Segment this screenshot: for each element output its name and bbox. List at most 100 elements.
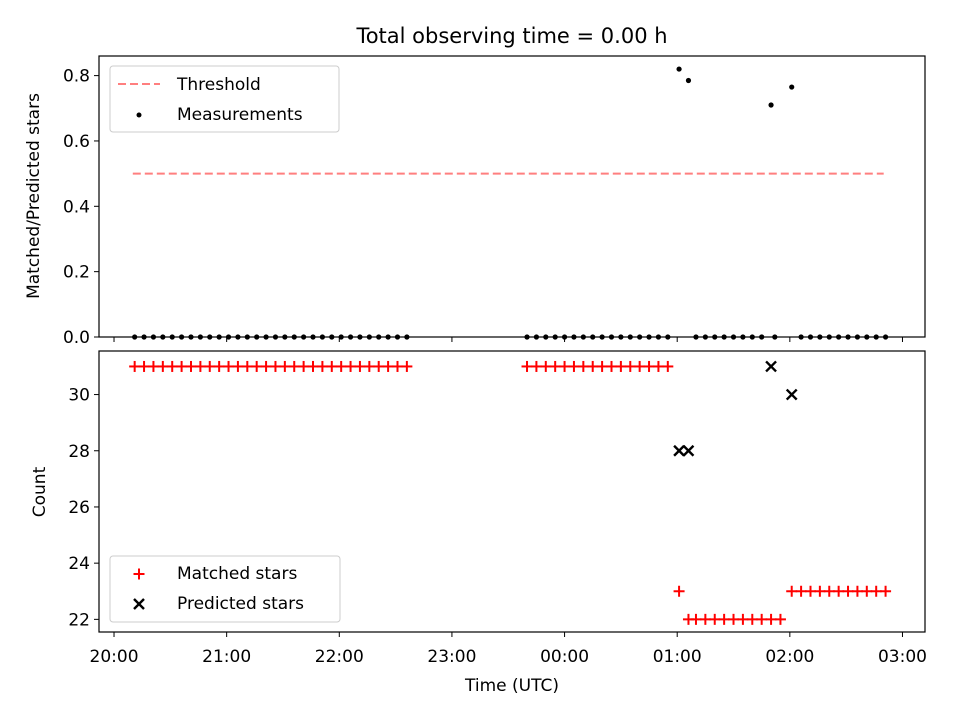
matched-star-point: [624, 360, 636, 372]
matched-star-point: [251, 360, 263, 372]
matched-star-point: [652, 360, 664, 372]
matched-star-point: [288, 360, 300, 372]
matched-star-point: [662, 360, 674, 372]
matched-star-point: [718, 613, 730, 625]
matched-star-point: [709, 613, 721, 625]
matched-star-point: [213, 360, 225, 372]
x-tick-label: 21:00: [202, 647, 251, 667]
x-tick-label: 22:00: [315, 647, 364, 667]
count-y-tick-label: 30: [68, 386, 90, 406]
matched-star-point: [373, 360, 385, 372]
matched-star-point: [530, 360, 542, 372]
ratio-plot-frame: [98, 55, 926, 338]
matched-star-point: [279, 360, 291, 372]
matched-star-point: [699, 613, 711, 625]
matched-star-point: [269, 360, 281, 372]
matched-star-point: [774, 613, 786, 625]
x-tick-label: 20:00: [90, 647, 139, 667]
ratio-y-axis-label: Matched/Predicted stars: [24, 93, 44, 299]
ratio-y-tick-label: 0.8: [63, 67, 90, 87]
predicted-star-point: [682, 444, 695, 457]
matched-star-point: [851, 585, 863, 597]
matched-star-point: [804, 585, 816, 597]
x-tick-label: 00:00: [540, 647, 589, 667]
legend-measurement-swatch: [136, 112, 142, 118]
count-y-axis-label: Count: [30, 466, 50, 517]
matched-star-point: [605, 360, 617, 372]
matched-star-point: [643, 360, 655, 372]
count-y-tick-label: 22: [68, 610, 90, 630]
legend-predicted-label: Predicted stars: [177, 594, 304, 614]
matched-star-point: [842, 585, 854, 597]
matched-star-point: [204, 360, 216, 372]
matched-star-point: [765, 613, 777, 625]
predicted-star-point: [765, 360, 777, 373]
count-legend-box: [109, 555, 341, 623]
matched-star-point: [870, 585, 882, 597]
measurement-point: [685, 77, 692, 84]
matched-star-point: [596, 360, 608, 372]
legend-matched-swatch: [133, 568, 145, 580]
matched-star-point: [786, 585, 798, 597]
legend-predicted-swatch: [133, 598, 145, 610]
matched-star-point: [232, 360, 244, 372]
matched-star-point: [382, 360, 394, 372]
matched-star-point: [568, 360, 580, 372]
x-tick-label: 01:00: [653, 647, 702, 667]
matched-star-point: [298, 360, 310, 372]
x-tick-label: 23:00: [427, 647, 476, 667]
matched-star-point: [746, 613, 758, 625]
matched-star-point: [138, 360, 150, 372]
matched-star-point: [540, 360, 552, 372]
count-y-tick-label: 28: [68, 442, 90, 462]
matched-star-point: [401, 360, 413, 372]
matched-star-point: [587, 360, 599, 372]
legend-matched-label: Matched stars: [177, 564, 297, 584]
matched-star-point: [223, 360, 235, 372]
matched-star-point: [166, 360, 178, 372]
legend-x-mark: [133, 598, 145, 610]
matched-star-point: [363, 360, 375, 372]
count-legend: Matched stars Predicted stars: [109, 555, 341, 623]
matched-star-point: [634, 360, 646, 372]
ratio-y-tick-label: 0.0: [63, 328, 90, 348]
legend-measurements-label: Measurements: [177, 105, 303, 125]
legend-plus-mark: [133, 568, 145, 580]
matched-star-point: [795, 585, 807, 597]
matched-star-point: [316, 360, 328, 372]
matched-star-point: [185, 360, 197, 372]
matched-star-point: [577, 360, 589, 372]
matched-star-point: [690, 613, 702, 625]
chart-title: Total observing time = 0.00 h: [355, 24, 667, 48]
matched-star-point: [823, 585, 835, 597]
matched-star-point: [814, 585, 826, 597]
x-axis-label: Time (UTC): [464, 676, 559, 696]
matched-star-point: [549, 360, 561, 372]
ratio-legend-box: [109, 65, 340, 133]
matched-star-point: [326, 360, 338, 372]
matched-star-point: [157, 360, 169, 372]
matched-star-point: [728, 613, 740, 625]
matched-star-point: [354, 360, 366, 372]
measurement-point: [768, 102, 774, 108]
matched-star-point: [521, 360, 533, 372]
matched-star-point: [737, 613, 749, 625]
count-y-tick-label: 24: [68, 554, 90, 574]
predicted-star-point: [785, 388, 798, 401]
count-plot-frame: [98, 350, 926, 633]
x-tick-label: 02:00: [765, 647, 814, 667]
matched-star-point: [833, 585, 845, 597]
matched-star-point: [147, 360, 159, 372]
ratio-y-tick-label: 0.6: [63, 132, 90, 152]
matched-star-point: [260, 360, 272, 372]
matched-star-point: [129, 360, 141, 372]
measurement-point: [789, 84, 795, 90]
matched-star-point: [194, 360, 206, 372]
count-y-tick-label: 26: [68, 498, 90, 518]
matched-star-point: [861, 585, 873, 597]
matched-star-point: [615, 360, 627, 372]
x-tick-label: 03:00: [878, 647, 927, 667]
matched-star-point: [345, 360, 357, 372]
matched-star-point: [335, 360, 347, 372]
